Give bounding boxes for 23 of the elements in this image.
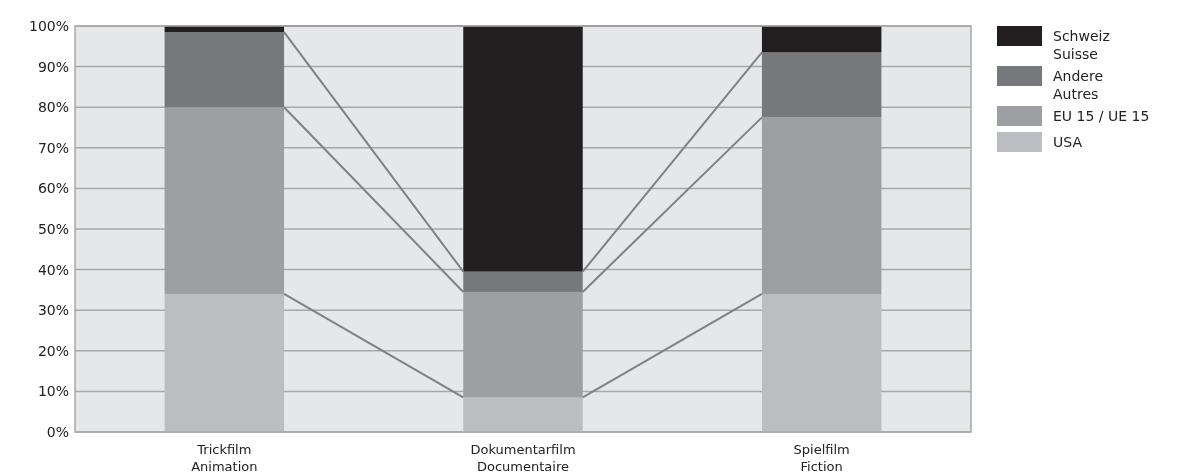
y-tick-label: 40% [37,261,69,278]
legend-label: Andere Autres [1053,68,1104,102]
y-tick-label: 60% [37,180,69,197]
x-tick-label: Spielfilm Fiction [793,442,850,474]
bar [463,26,583,272]
x-tick-label: Dokumentarfilm Documentaire [470,442,576,474]
y-tick-label: 70% [37,139,69,156]
y-tick-label: 0% [46,424,69,440]
bar [164,293,285,432]
x-tick-label: Trickfilm Animation [191,442,258,474]
y-tick-label: 80% [37,99,69,116]
y-tick-label: 100% [28,18,69,34]
y-tick-label: 90% [37,58,69,75]
legend-label: USA [1053,134,1083,150]
y-tick-label: 20% [37,342,69,359]
y-tick-label: 10% [37,383,69,400]
y-tick-label: 30% [37,302,69,319]
bar [761,293,882,432]
legend-label: Schweiz Suisse [1053,28,1110,62]
y-tick-label: 50% [37,221,69,237]
bar [463,397,583,432]
legend-label: EU 15 / UE 15 [1053,108,1150,124]
bar [761,26,882,53]
